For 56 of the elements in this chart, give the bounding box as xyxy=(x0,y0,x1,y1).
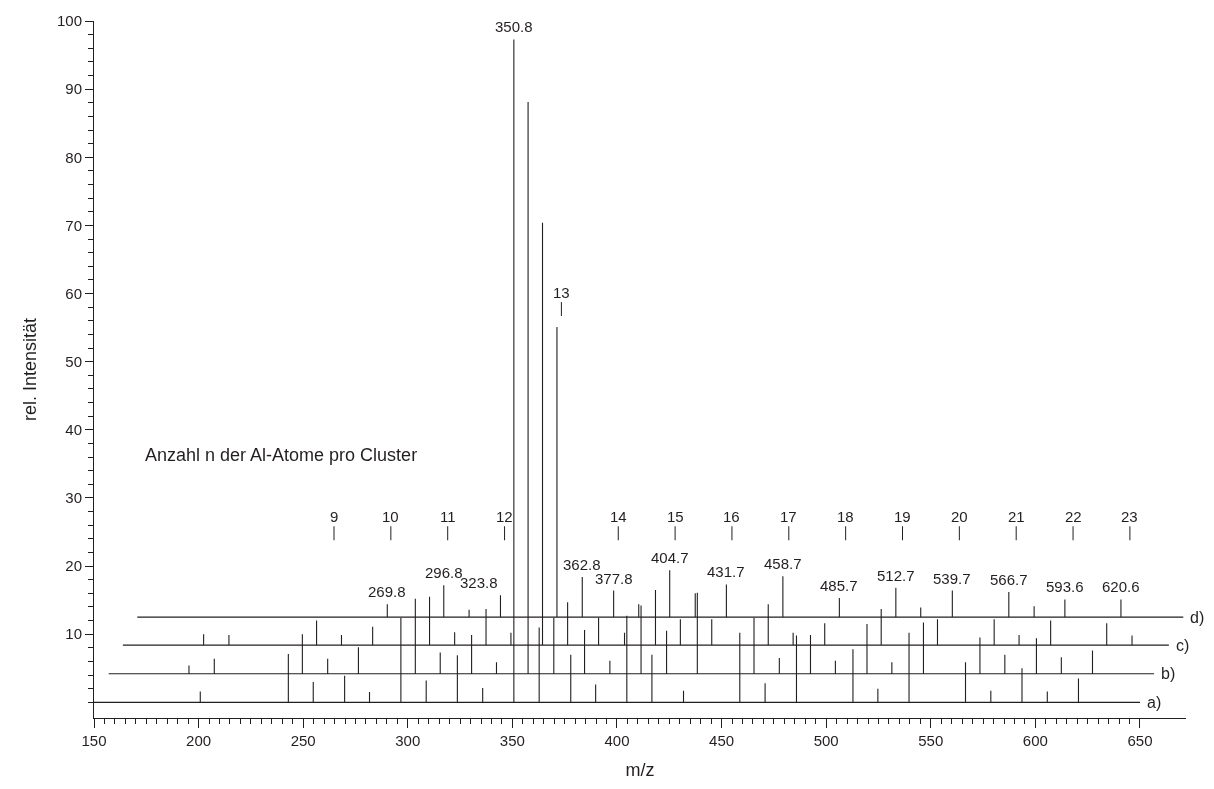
annotation: 512.7 xyxy=(877,567,915,584)
annotation: 269.8 xyxy=(368,583,406,600)
annotation: 539.7 xyxy=(933,570,971,587)
y-tick-label: 100 xyxy=(56,12,82,30)
annotation: 458.7 xyxy=(764,555,802,572)
x-tick-label: 200 xyxy=(186,732,212,749)
series-label: c) xyxy=(1176,637,1190,654)
x-tick-label: 400 xyxy=(604,732,630,749)
y-tick-label: 60 xyxy=(65,284,82,302)
y-tick-label: 20 xyxy=(65,557,82,575)
annotation: 362.8 xyxy=(563,556,601,573)
annotation: 10 xyxy=(382,508,399,525)
annotation: 20 xyxy=(951,508,968,525)
annotation: 9 xyxy=(330,508,339,525)
x-tick-label: 150 xyxy=(81,732,107,749)
annotation: Anzahl n der Al-Atome pro Cluster xyxy=(145,445,418,465)
x-tick-label: 250 xyxy=(290,732,316,749)
series-label: d) xyxy=(1190,609,1205,626)
annotation: 593.6 xyxy=(1046,578,1084,595)
annotation: 17 xyxy=(780,508,797,525)
annotation: 485.7 xyxy=(820,577,858,594)
x-tick-label: 450 xyxy=(709,732,735,749)
annotation: 620.6 xyxy=(1102,578,1140,595)
x-tick-label: 350 xyxy=(499,732,525,749)
annotation: 23 xyxy=(1121,508,1138,525)
x-tick-label: 550 xyxy=(918,732,944,749)
y-tick-label: 80 xyxy=(65,148,82,166)
y-tick-label: 70 xyxy=(65,216,82,234)
annotation: 15 xyxy=(667,508,684,525)
y-axis-title: rel. Intensität xyxy=(20,317,41,422)
annotation: 350.8 xyxy=(495,18,533,35)
annotation: 19 xyxy=(894,508,911,525)
annotation: 13 xyxy=(553,284,570,301)
annotation: 11 xyxy=(440,508,456,525)
annotation: 12 xyxy=(496,508,513,525)
x-tick-label: 650 xyxy=(1127,732,1153,749)
annotation: 377.8 xyxy=(595,570,633,587)
y-tick-label: 90 xyxy=(65,80,82,98)
annotation: 21 xyxy=(1008,508,1025,525)
annotation: 18 xyxy=(837,508,854,525)
y-tick-label: 30 xyxy=(65,489,82,507)
annotation: 404.7 xyxy=(651,549,689,566)
y-tick-label: 10 xyxy=(65,625,82,643)
annotation: 16 xyxy=(723,508,740,525)
x-tick-label: 500 xyxy=(813,732,839,749)
series-label: b) xyxy=(1161,665,1176,682)
x-tick-label: 300 xyxy=(395,732,421,749)
series-label: a) xyxy=(1147,694,1162,711)
y-tick-label: 50 xyxy=(65,352,82,370)
annotation: 14 xyxy=(610,508,627,525)
annotation: 431.7 xyxy=(707,563,745,580)
y-tick-label: 40 xyxy=(65,421,82,439)
x-tick-label: 600 xyxy=(1022,732,1048,749)
annotation: 22 xyxy=(1065,508,1082,525)
x-axis-title: m/z xyxy=(625,760,655,781)
annotation: 566.7 xyxy=(990,571,1028,588)
